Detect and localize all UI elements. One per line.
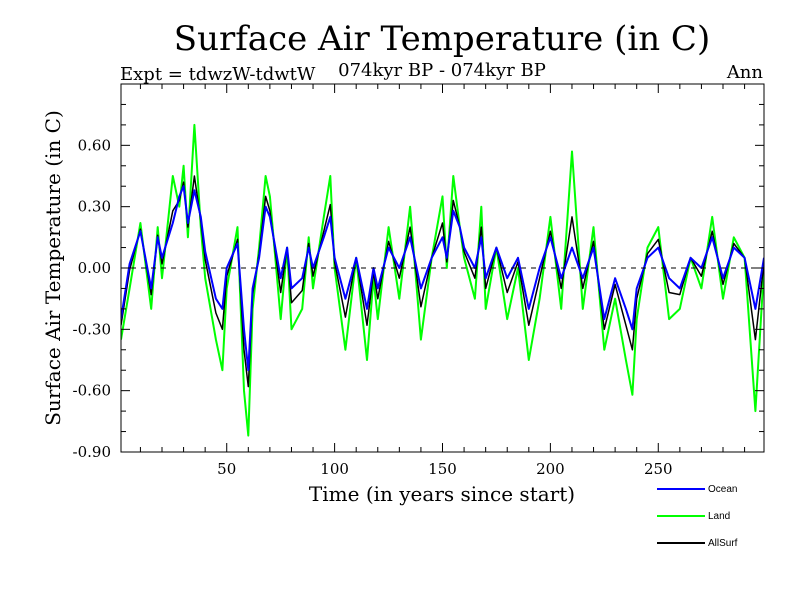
x-axis-ticks: 50 100 150 200 250: [217, 84, 673, 478]
series-line-land: [121, 123, 764, 437]
legend-label-ocean: Ocean: [708, 484, 737, 495]
series-layer: [121, 123, 764, 437]
experiment-label: Expt = tdwzW-tdwtW: [120, 64, 316, 85]
legend-label-allsurf: AllSurf: [708, 538, 738, 549]
x-tick-label: 150: [428, 460, 457, 478]
chart-title: Surface Air Temperature (in C): [174, 19, 710, 59]
legend-label-land: Land: [708, 511, 730, 522]
x-axis-minor-ticks: [139, 84, 746, 452]
period-label: 074kyr BP - 074kyr BP: [338, 60, 546, 81]
x-axis-label: Time (in years since start): [309, 482, 575, 506]
x-tick-label: 100: [320, 460, 349, 478]
y-tick-label: -0.60: [73, 382, 111, 400]
season-label: Ann: [726, 62, 764, 83]
y-tick-label: 0.60: [78, 136, 111, 154]
x-tick-label: 50: [217, 460, 236, 478]
y-axis-ticks: -0.90 -0.60 -0.30 0.00 0.30 0.60: [73, 136, 764, 461]
y-tick-label: -0.90: [73, 443, 111, 461]
x-tick-label: 200: [536, 460, 565, 478]
y-axis-label: Surface Air Temperature (in C): [41, 110, 65, 426]
y-tick-label: -0.30: [73, 320, 111, 338]
y-axis-minor-ticks: [121, 103, 764, 433]
y-tick-label: 0.00: [78, 259, 111, 277]
x-tick-label: 250: [644, 460, 673, 478]
series-line-allsurf: [121, 175, 764, 388]
series-line-ocean: [121, 185, 764, 372]
legend: Ocean Land AllSurf: [657, 484, 738, 549]
y-tick-label: 0.30: [78, 198, 111, 216]
